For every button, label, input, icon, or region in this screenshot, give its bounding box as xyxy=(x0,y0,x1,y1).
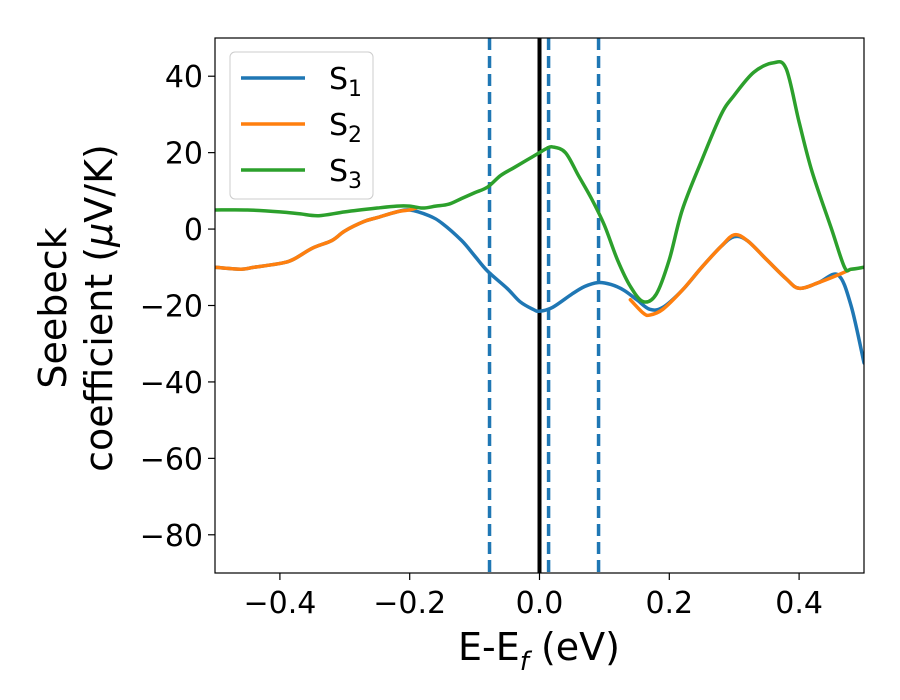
y-tick-label: −80 xyxy=(140,519,203,554)
legend-label-subscript: 2 xyxy=(348,123,362,148)
x-axis-label-main: E-E xyxy=(458,625,520,669)
y-axis-ticks: −80 −60 −40 −20 0 20 40 xyxy=(140,60,215,554)
series-line-s2-segment-2 xyxy=(628,232,853,318)
legend-label-main: S xyxy=(329,62,348,97)
legend-label-s2: S2 xyxy=(329,108,362,148)
y-axis-label-line2: coefficient ( xyxy=(77,247,121,472)
y-tick-label: −40 xyxy=(140,366,203,401)
x-tick-label: 0.0 xyxy=(516,586,564,621)
y-axis-label-line1: Seebeck xyxy=(31,227,75,388)
legend-label-main: S xyxy=(329,108,348,143)
y-tick-label: 40 xyxy=(165,60,203,95)
x-tick-label: −0.2 xyxy=(373,586,446,621)
vertical-reference-lines xyxy=(487,38,601,573)
legend-label-s1: S1 xyxy=(329,62,362,102)
legend-label-subscript: 1 xyxy=(348,77,362,102)
y-tick-label: −60 xyxy=(140,442,203,477)
x-axis-label: E-Ef (eV) xyxy=(458,625,620,677)
series-line-s2 xyxy=(215,206,418,271)
legend-label-main: S xyxy=(329,154,348,189)
y-axis-label: Seebeck xyxy=(31,227,75,388)
legend-label-s3: S3 xyxy=(329,154,362,194)
y-tick-label: −20 xyxy=(140,290,203,325)
y-tick-label: 20 xyxy=(165,137,203,172)
y-axis-label-units: V/K) xyxy=(77,144,121,223)
svg-text:coefficient (μV/K): coefficient (μV/K) xyxy=(77,144,121,472)
series-line-s3 xyxy=(215,60,864,304)
x-axis-label-units: (eV) xyxy=(529,625,620,669)
x-tick-label: 0.4 xyxy=(775,586,823,621)
legend-label-subscript: 3 xyxy=(348,169,362,194)
y-axis-label-second-line: coefficient (μV/K) xyxy=(77,144,121,472)
x-tick-label: 0.2 xyxy=(645,586,693,621)
series-layer xyxy=(215,60,864,365)
x-tick-label: −0.4 xyxy=(243,586,316,621)
x-axis-ticks: −0.4 −0.2 0.0 0.2 0.4 xyxy=(243,573,823,621)
y-tick-label: 0 xyxy=(184,213,203,248)
y-axis-label-mu: μ xyxy=(77,223,121,248)
